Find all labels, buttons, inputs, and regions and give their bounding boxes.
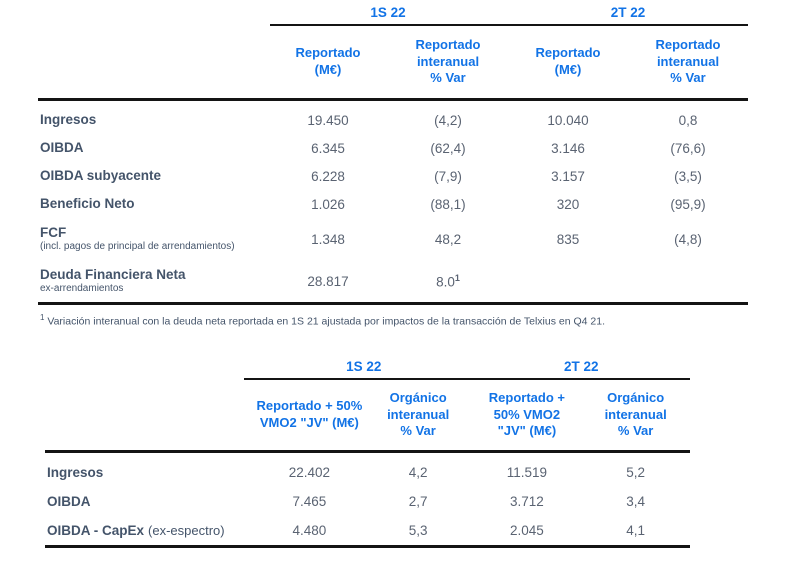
cell-value: 2.045: [509, 523, 544, 538]
table-bottom-divider: [38, 302, 748, 305]
table-row-oibda-capex: OIBDA - CapEx (ex-espectro) 4.480 5,3 2.0…: [45, 516, 690, 545]
header-body-divider: [45, 450, 690, 453]
cell-value: 10.040: [547, 112, 589, 128]
column-header-reportado-2t: Reportado (M€): [535, 45, 601, 77]
table-row-deuda-financiera-neta: Deuda Financiera Neta ex-arrendamientos …: [38, 260, 748, 302]
cell-value: 5,3: [408, 523, 428, 538]
column-header-var-2t: Reportado interanual % Var: [655, 36, 721, 86]
table-bottom-divider: [45, 545, 690, 548]
row-label-cell: OIBDA - CapEx (ex-espectro): [45, 523, 255, 539]
cell-value: (7,9): [434, 168, 462, 184]
cell-value: 6.345: [311, 140, 345, 156]
table-row-oibda: OIBDA 6.345 (62,4) 3.146 (76,6): [38, 134, 748, 162]
cell-value: 11.519: [506, 465, 548, 480]
cell-value: 22.402: [288, 465, 331, 480]
row-label-cell: OIBDA subyacente: [38, 168, 268, 184]
period-group-1s22: 1S 22: [370, 5, 406, 20]
cell-value: 3.712: [509, 494, 544, 509]
row-label: OIBDA - CapEx (ex-espectro): [47, 522, 225, 538]
table-row-ingresos: Ingresos 19.450 (4,2) 10.040 0,8: [38, 106, 748, 134]
cell-value: 7.465: [292, 494, 327, 509]
row-label-cell: OIBDA: [38, 140, 268, 156]
period-group-2t22: 2T 22: [563, 359, 599, 374]
table-body: Ingresos 19.450 (4,2) 10.040 0,8 OIBDA 6…: [38, 101, 748, 302]
period-group-header-row: 1S 22 2T 22: [45, 354, 690, 378]
cell-value: 1.348: [311, 231, 345, 247]
reported-results-table: 1S 22 2T 22 Reportado (M€) Reportado int…: [38, 2, 748, 328]
cell-value: 4,1: [626, 523, 646, 538]
cell-value: (76,6): [670, 140, 706, 156]
table-row-oibda: OIBDA 7.465 2,7 3.712 3,4: [45, 487, 690, 516]
row-label: OIBDA subyacente: [40, 168, 162, 184]
row-label: Deuda Financiera Neta: [40, 267, 186, 283]
period-group-1s22: 1S 22: [346, 359, 382, 374]
row-sublabel: (incl. pagos de principal de arrendamien…: [40, 241, 235, 252]
cell-value: 48,2: [434, 231, 462, 247]
group-header-divider: [244, 378, 690, 380]
empty-corner-cell: [38, 26, 268, 98]
column-header-var-1s: Reportado interanual % Var: [415, 36, 481, 86]
cell-value: 5,2: [626, 465, 646, 480]
cell-value: 6.228: [311, 168, 345, 184]
row-label: OIBDA: [40, 140, 84, 156]
cell-value: (4,8): [674, 231, 702, 247]
period-group-2t22: 2T 22: [610, 5, 646, 20]
cell-value: (62,4): [430, 140, 466, 156]
footnote-marker: 1: [454, 272, 460, 283]
jv-results-table: 1S 22 2T 22 Reportado + 50% VMO2 "JV" (M…: [45, 354, 690, 548]
cell-value: 8.0: [436, 274, 455, 290]
table-row-fcf: FCF (incl. pagos de principal de arrenda…: [38, 218, 748, 260]
column-header-reportado-jv-1s: Reportado + 50% VMO2 "JV" (M€): [256, 398, 363, 430]
empty-corner-cell: [45, 380, 255, 450]
table-row-oibda-subyacente: OIBDA subyacente 6.228 (7,9) 3.157 (3,5): [38, 162, 748, 190]
table-row-ingresos: Ingresos 22.402 4,2 11.519 5,2: [45, 458, 690, 487]
cell-value: 3.146: [551, 140, 585, 156]
row-label-cell: Ingresos: [38, 112, 268, 128]
period-group-header-row: 1S 22 2T 22: [38, 2, 748, 24]
row-label: Ingresos: [40, 112, 97, 128]
table-row-beneficio-neto: Beneficio Neto 1.026 (88,1) 320 (95,9): [38, 190, 748, 218]
row-label: Beneficio Neto: [40, 196, 135, 212]
cell-value: (4,2): [434, 112, 462, 128]
cell-value: 835: [556, 231, 580, 247]
cell-value: 4,2: [408, 465, 428, 480]
cell-value: 28.817: [307, 273, 349, 289]
footnote: 1 Variación interanual con la deuda neta…: [38, 313, 748, 328]
cell-value: 1.026: [311, 196, 345, 212]
header-body-divider: [38, 98, 748, 101]
cell-value: (88,1): [430, 196, 466, 212]
row-label-cell: FCF (incl. pagos de principal de arrenda…: [38, 225, 268, 252]
table-body: Ingresos 22.402 4,2 11.519 5,2 OIBDA 7.4…: [45, 453, 690, 545]
column-header-organico-2t: Orgánico interanual % Var: [604, 389, 667, 439]
cell-value-with-footnote: 8.01: [388, 273, 508, 290]
cell-value: 0,8: [678, 112, 698, 128]
row-label-cell: OIBDA: [45, 494, 255, 510]
row-label: OIBDA: [47, 493, 91, 509]
row-label-cell: Ingresos: [45, 465, 255, 481]
row-label-suffix: (ex-espectro): [148, 522, 225, 538]
column-header-row: Reportado + 50% VMO2 "JV" (M€) Orgánico …: [45, 380, 690, 450]
cell-value: 4.480: [292, 523, 327, 538]
row-label: FCF: [40, 225, 67, 241]
group-header-divider: [270, 24, 748, 26]
cell-value: (3,5): [674, 168, 702, 184]
cell-value: 19.450: [307, 112, 349, 128]
column-header-reportado-jv-2t: Reportado + 50% VMO2 "JV" (M€): [488, 389, 565, 439]
cell-value: 3.157: [551, 168, 585, 184]
cell-value: (95,9): [670, 196, 706, 212]
footnote-marker: 1: [40, 313, 45, 322]
row-label-cell: Beneficio Neto: [38, 196, 268, 212]
column-header-organico-1s: Orgánico interanual % Var: [387, 389, 450, 439]
column-header-row: Reportado (M€) Reportado interanual % Va…: [38, 26, 748, 98]
cell-value: 2,7: [408, 494, 428, 509]
cell-value: 320: [556, 196, 580, 212]
footnote-text: Variación interanual con la deuda neta r…: [44, 315, 606, 328]
row-label-cell: Deuda Financiera Neta ex-arrendamientos: [38, 267, 268, 294]
column-header-reportado-1s: Reportado (M€): [295, 45, 361, 77]
cell-value: 3,4: [626, 494, 646, 509]
row-label: Ingresos: [47, 464, 104, 480]
row-sublabel: ex-arrendamientos: [40, 283, 124, 294]
